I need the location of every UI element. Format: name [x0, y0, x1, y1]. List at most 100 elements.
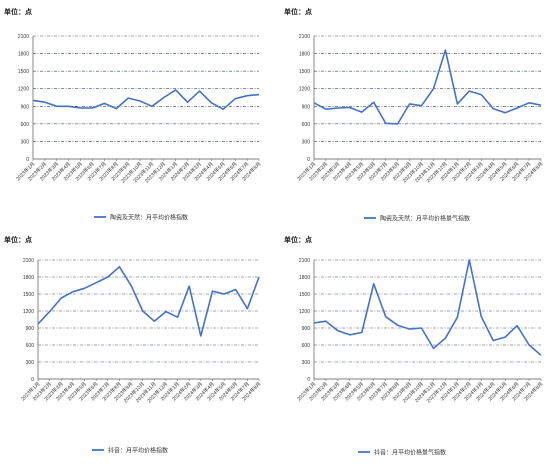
data-point — [492, 340, 494, 342]
data-point — [258, 276, 260, 278]
y-tick-label: 300 — [21, 139, 30, 145]
data-point — [421, 327, 423, 329]
data-point — [80, 107, 82, 109]
data-point — [421, 105, 423, 107]
data-point — [165, 311, 167, 313]
unit-label: 单位：点 — [284, 235, 312, 244]
y-tick-label: 1500 — [23, 292, 34, 298]
data-point — [325, 108, 327, 110]
legend-label: 抖音：月平均价格指数 — [108, 447, 168, 455]
y-tick-label: 1200 — [18, 87, 29, 93]
data-point — [445, 337, 447, 339]
data-point — [103, 102, 105, 104]
data-point — [373, 101, 375, 103]
data-point — [468, 90, 470, 92]
legend-label: 陶瓷及天然：月平均价格景气指数 — [380, 215, 470, 223]
data-point — [528, 102, 530, 104]
data-point — [234, 98, 236, 100]
unit-label: 单位：点 — [4, 235, 32, 244]
data-point — [349, 107, 351, 109]
data-point — [211, 102, 213, 104]
y-tick-label: 900 — [26, 326, 35, 332]
data-point — [433, 348, 435, 350]
data-point — [397, 324, 399, 326]
data-point — [480, 316, 482, 318]
data-point — [177, 316, 179, 318]
data-point — [373, 283, 375, 285]
y-tick-label: 600 — [302, 343, 311, 349]
y-tick-label: 0 — [31, 377, 34, 383]
y-tick-label: 1200 — [299, 87, 310, 93]
data-point — [313, 322, 315, 324]
series-line-1 — [37, 265, 260, 337]
data-point — [223, 293, 225, 295]
data-point — [540, 354, 542, 356]
data-point — [95, 282, 97, 284]
data-point — [516, 107, 518, 109]
data-point — [187, 101, 189, 103]
data-point — [115, 108, 117, 110]
data-point — [151, 105, 153, 107]
series-line-1 — [32, 89, 260, 110]
y-tick-label: 900 — [21, 104, 30, 110]
y-tick-label: 600 — [21, 122, 30, 128]
y-tick-label: 900 — [302, 104, 311, 110]
series-line-1 — [313, 49, 542, 125]
data-point — [212, 290, 214, 292]
data-point — [60, 297, 62, 299]
legend-label: 抖音：月平均价格景气指数 — [374, 449, 446, 457]
y-tick-label: 300 — [26, 360, 35, 366]
data-point — [142, 310, 144, 312]
data-point — [504, 112, 506, 114]
y-tick-label: 0 — [307, 157, 310, 163]
y-tick-label: 2100 — [23, 258, 34, 264]
data-point — [119, 266, 121, 268]
data-point — [68, 105, 70, 107]
unit-label: 单位：点 — [284, 7, 312, 16]
data-point — [337, 330, 339, 332]
data-point — [130, 285, 132, 287]
data-point — [37, 323, 39, 325]
chart-panel-1: 单位：点030060090012001500180021002023年1月202… — [4, 7, 262, 222]
y-tick-label: 300 — [302, 360, 311, 366]
series-line-1 — [313, 259, 542, 356]
y-tick-label: 0 — [26, 157, 29, 163]
data-point — [385, 316, 387, 318]
y-tick-label: 1500 — [299, 292, 310, 298]
y-tick-label: 1200 — [23, 309, 34, 315]
legend-label: 陶瓷及天然：月平均价格指数 — [110, 214, 188, 222]
data-point — [44, 101, 46, 103]
unit-label: 单位：点 — [4, 7, 32, 16]
data-point — [199, 90, 201, 92]
data-point — [445, 49, 447, 51]
data-point — [528, 344, 530, 346]
chart-panel-3: 单位：点030060090012001500180021002023年1月202… — [4, 235, 262, 455]
data-point — [32, 100, 34, 102]
data-point — [313, 102, 315, 104]
data-point — [107, 276, 109, 278]
y-tick-label: 1800 — [23, 275, 34, 281]
data-point — [84, 287, 86, 289]
data-point — [235, 289, 237, 291]
data-point — [246, 95, 248, 97]
data-point — [468, 259, 470, 261]
y-tick-label: 0 — [307, 377, 310, 383]
data-point — [456, 316, 458, 318]
y-tick-label: 1800 — [299, 52, 310, 58]
data-point — [516, 325, 518, 327]
data-point — [325, 320, 327, 322]
data-point — [222, 108, 224, 110]
data-point — [456, 103, 458, 105]
data-point — [540, 104, 542, 106]
y-tick-label: 300 — [302, 139, 311, 145]
data-point — [504, 336, 506, 338]
data-point — [361, 332, 363, 334]
y-tick-label: 900 — [302, 326, 311, 332]
y-tick-label: 1500 — [299, 69, 310, 75]
y-tick-label: 1500 — [18, 69, 29, 75]
data-point — [200, 335, 202, 337]
y-tick-label: 1800 — [18, 52, 29, 58]
chart-panel-4: 单位：点030060090012001500180021002023年1月202… — [284, 235, 544, 457]
data-point — [409, 103, 411, 105]
data-point — [72, 291, 74, 293]
